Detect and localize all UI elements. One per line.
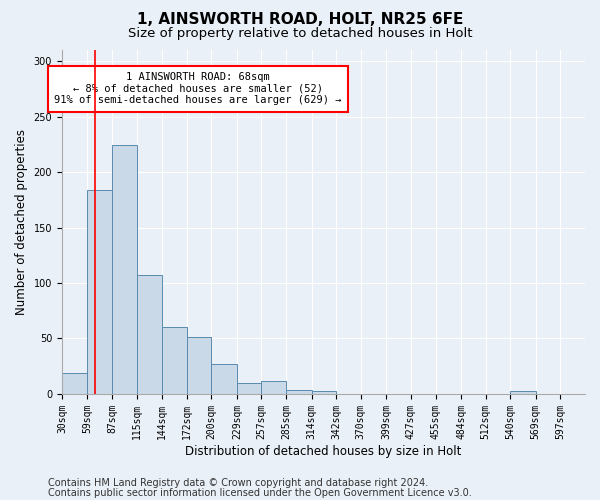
Bar bbox=[286, 390, 311, 394]
Bar bbox=[162, 328, 187, 394]
Bar bbox=[211, 364, 237, 394]
Bar bbox=[137, 275, 162, 394]
Bar bbox=[62, 373, 88, 394]
Y-axis label: Number of detached properties: Number of detached properties bbox=[15, 129, 28, 315]
Bar bbox=[510, 390, 536, 394]
Text: Contains public sector information licensed under the Open Government Licence v3: Contains public sector information licen… bbox=[48, 488, 472, 498]
Bar bbox=[262, 380, 286, 394]
Bar bbox=[112, 146, 137, 394]
Text: 1 AINSWORTH ROAD: 68sqm
← 8% of detached houses are smaller (52)
91% of semi-det: 1 AINSWORTH ROAD: 68sqm ← 8% of detached… bbox=[55, 72, 342, 106]
Bar bbox=[187, 338, 211, 394]
Text: 1, AINSWORTH ROAD, HOLT, NR25 6FE: 1, AINSWORTH ROAD, HOLT, NR25 6FE bbox=[137, 12, 463, 28]
Bar bbox=[237, 383, 262, 394]
Text: Size of property relative to detached houses in Holt: Size of property relative to detached ho… bbox=[128, 28, 472, 40]
Bar bbox=[88, 190, 112, 394]
Text: Contains HM Land Registry data © Crown copyright and database right 2024.: Contains HM Land Registry data © Crown c… bbox=[48, 478, 428, 488]
Bar bbox=[311, 390, 336, 394]
X-axis label: Distribution of detached houses by size in Holt: Distribution of detached houses by size … bbox=[185, 444, 461, 458]
